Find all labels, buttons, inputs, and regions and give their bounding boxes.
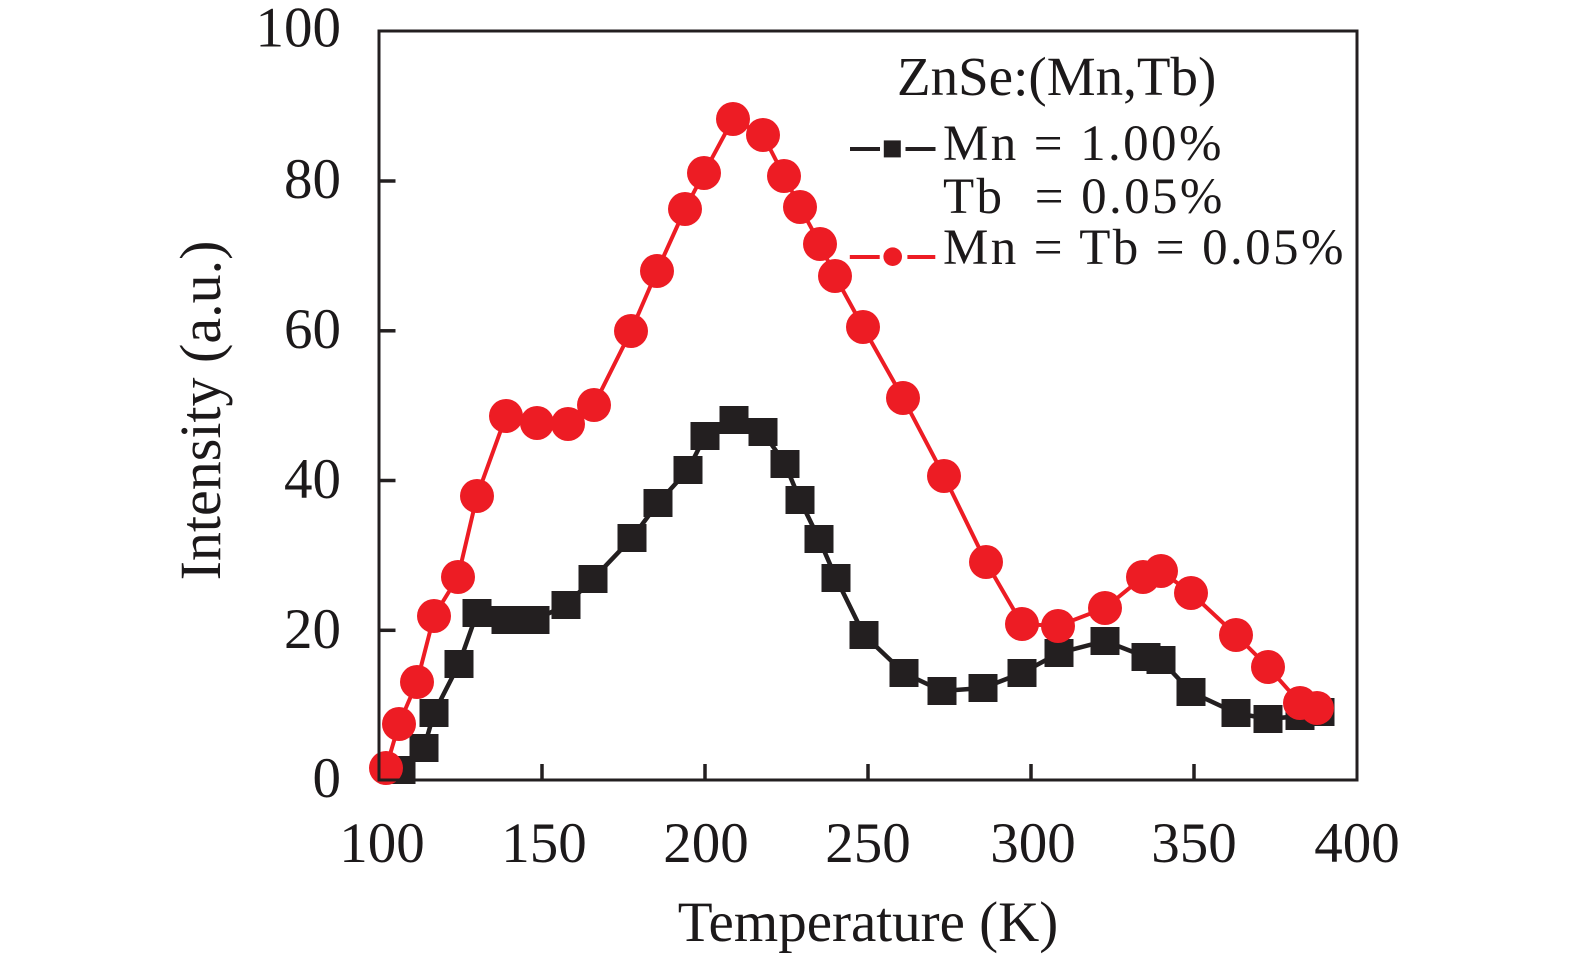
svg-text:0: 0 [313,747,342,810]
svg-text:Mn = Tb = 0.05%: Mn = Tb = 0.05% [943,220,1346,276]
svg-text:40: 40 [284,448,341,511]
svg-text:150: 150 [501,812,587,875]
svg-text:ZnSe:(Mn,Tb): ZnSe:(Mn,Tb) [897,46,1216,107]
svg-text:350: 350 [1151,812,1237,875]
svg-text:80: 80 [284,148,341,211]
svg-text:300: 300 [990,812,1076,875]
svg-text:400: 400 [1314,812,1400,875]
svg-text:100: 100 [256,0,342,60]
svg-text:Mn = 1.00%: Mn = 1.00% [943,116,1224,172]
svg-text:Intensity (a.u.): Intensity (a.u.) [168,241,233,581]
svg-text:Temperature (K): Temperature (K) [678,891,1059,954]
svg-text:100: 100 [339,812,425,875]
svg-text:Tb = 0.05%: Tb = 0.05% [943,169,1225,225]
svg-text:20: 20 [284,598,341,661]
svg-text:60: 60 [284,298,341,361]
svg-text:200: 200 [663,812,749,875]
svg-text:250: 250 [825,812,911,875]
